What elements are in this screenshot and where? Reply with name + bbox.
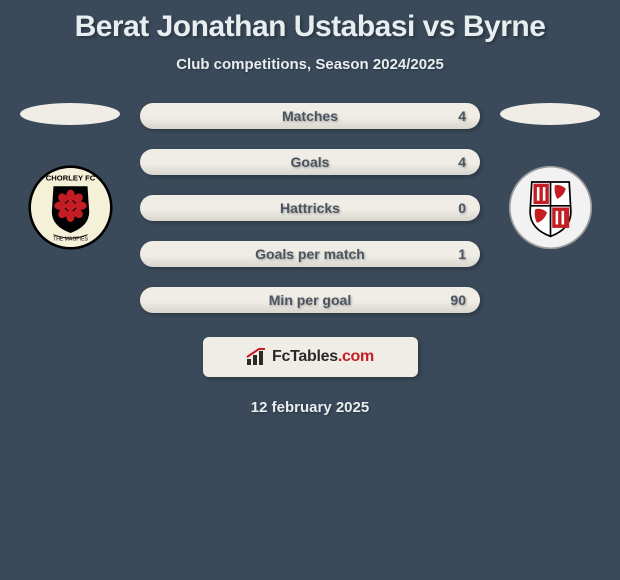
- right-club-badge: [508, 165, 593, 250]
- stat-bar: Hattricks 0: [140, 195, 480, 221]
- club-crest-icon: [508, 165, 593, 250]
- stat-value: 4: [458, 154, 466, 170]
- stat-label: Min per goal: [269, 292, 351, 308]
- site-logo-box: FcTables.com: [203, 337, 418, 377]
- page-title: Berat Jonathan Ustabasi vs Byrne: [0, 0, 620, 44]
- left-player-oval: [20, 103, 120, 125]
- stat-label: Goals: [291, 154, 330, 170]
- main-row: CHORLEY FC THE MAGPIES: [0, 103, 620, 313]
- left-club-badge: CHORLEY FC THE MAGPIES: [28, 165, 113, 250]
- stat-value: 0: [458, 200, 466, 216]
- date-text: 12 february 2025: [0, 399, 620, 416]
- svg-text:THE MAGPIES: THE MAGPIES: [53, 237, 88, 243]
- logo-site: FcTables: [272, 348, 338, 365]
- chorley-crest-icon: CHORLEY FC THE MAGPIES: [28, 165, 113, 250]
- bar-chart-icon: [246, 348, 268, 366]
- stat-value: 4: [458, 108, 466, 124]
- logo-text: FcTables.com: [272, 348, 374, 366]
- stat-label: Matches: [282, 108, 338, 124]
- stat-value: 1: [458, 246, 466, 262]
- comparison-card: Berat Jonathan Ustabasi vs Byrne Club co…: [0, 0, 620, 580]
- logo-tld: .com: [338, 348, 374, 365]
- subtitle: Club competitions, Season 2024/2025: [0, 56, 620, 73]
- stat-bars: Matches 4 Goals 4 Hattricks 0 Goals per match 1…: [140, 103, 480, 313]
- stat-value: 90: [450, 292, 466, 308]
- right-side: [500, 103, 600, 250]
- stat-bar: Goals 4: [140, 149, 480, 175]
- stat-label: Goals per match: [255, 246, 365, 262]
- stat-bar: Goals per match 1: [140, 241, 480, 267]
- stat-bar: Min per goal 90: [140, 287, 480, 313]
- right-player-oval: [500, 103, 600, 125]
- svg-text:CHORLEY FC: CHORLEY FC: [45, 173, 95, 182]
- stat-bar: Matches 4: [140, 103, 480, 129]
- stat-label: Hattricks: [280, 200, 340, 216]
- left-side: CHORLEY FC THE MAGPIES: [20, 103, 120, 250]
- site-logo: FcTables.com: [246, 348, 374, 366]
